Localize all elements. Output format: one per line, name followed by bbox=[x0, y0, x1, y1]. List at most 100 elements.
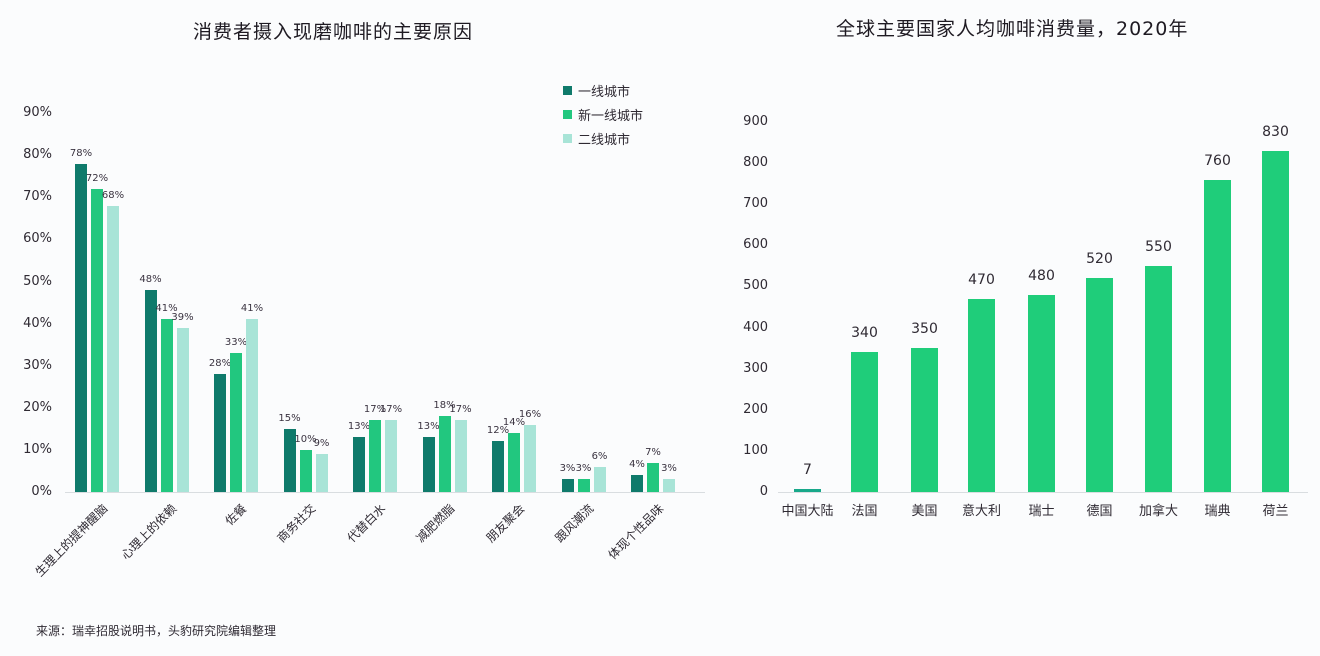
y-tick-label: 500 bbox=[743, 278, 768, 294]
bar bbox=[1204, 179, 1231, 492]
value-label: 28% bbox=[208, 358, 232, 370]
legend-label-tier2: 二线城市 bbox=[578, 132, 631, 148]
x-tick-label: 意大利 bbox=[961, 504, 1002, 519]
legend-swatch-tier2 bbox=[563, 133, 572, 143]
x-tick-label: 佐餐 bbox=[222, 501, 250, 529]
value-label: 3% bbox=[559, 463, 576, 475]
x-tick-label: 瑞士 bbox=[1028, 504, 1055, 519]
value-label: 480 bbox=[1028, 267, 1055, 284]
value-label: 760 bbox=[1204, 152, 1231, 169]
y-tick-label: 200 bbox=[743, 401, 768, 417]
y-tick-label: 900 bbox=[743, 114, 768, 129]
y-tick-label: 30% bbox=[23, 357, 52, 373]
bar bbox=[911, 348, 938, 492]
bar bbox=[369, 420, 381, 492]
y-tick-label: 90% bbox=[23, 105, 52, 121]
value-label: 340 bbox=[851, 325, 878, 342]
bar bbox=[647, 462, 659, 492]
bar bbox=[283, 428, 296, 492]
x-tick-label: 加拿大 bbox=[1138, 504, 1179, 519]
y-tick-label: 700 bbox=[743, 196, 768, 212]
x-tick-label: 朋友聚会 bbox=[483, 501, 528, 546]
bar bbox=[214, 374, 226, 492]
value-label: 15% bbox=[278, 412, 301, 424]
legend-label-new-tier1: 新一线城市 bbox=[578, 108, 644, 124]
bar bbox=[1262, 150, 1289, 492]
legend-item-tier1: 一线城市 bbox=[563, 78, 643, 102]
x-tick-label: 心理上的依赖 bbox=[118, 501, 180, 563]
left-x-axis-line bbox=[65, 492, 705, 493]
right-x-axis-line bbox=[778, 492, 1308, 493]
bar bbox=[385, 420, 397, 492]
x-tick-label: 德国 bbox=[1086, 504, 1113, 519]
bar bbox=[315, 454, 328, 492]
x-tick-label: 美国 bbox=[911, 504, 938, 519]
value-label: 72% bbox=[85, 172, 109, 184]
bar bbox=[663, 479, 675, 492]
value-label: 39% bbox=[171, 311, 194, 323]
y-tick-label: 80% bbox=[23, 147, 52, 163]
value-label: 470 bbox=[968, 271, 995, 288]
bar bbox=[492, 441, 504, 492]
bar bbox=[968, 298, 995, 492]
left-legend: 一线城市 新一线城市 二线城市 bbox=[563, 78, 643, 150]
bar bbox=[631, 475, 643, 492]
y-tick-label: 600 bbox=[743, 237, 768, 253]
bar bbox=[160, 319, 173, 492]
value-label: 830 bbox=[1262, 123, 1289, 140]
bar bbox=[230, 353, 242, 492]
value-label: 520 bbox=[1086, 251, 1113, 268]
bar bbox=[75, 163, 87, 492]
value-label: 41% bbox=[155, 303, 178, 315]
value-label: 7% bbox=[645, 446, 661, 458]
value-label: 48% bbox=[139, 273, 162, 285]
bar bbox=[561, 479, 574, 492]
x-tick-label: 减肥燃脂 bbox=[413, 501, 458, 546]
value-label: 12% bbox=[486, 425, 510, 437]
legend-label-tier1: 一线城市 bbox=[578, 84, 631, 100]
bar bbox=[91, 188, 103, 492]
y-tick-label: 100 bbox=[743, 442, 768, 458]
y-tick-label: 40% bbox=[23, 315, 52, 331]
value-label: 550 bbox=[1145, 238, 1172, 255]
value-label: 3% bbox=[575, 463, 592, 475]
value-label: 7 bbox=[803, 462, 812, 479]
y-tick-label: 300 bbox=[743, 360, 768, 376]
value-label: 17% bbox=[449, 404, 472, 416]
bar bbox=[851, 352, 878, 492]
bar bbox=[299, 449, 312, 492]
bar bbox=[176, 327, 189, 492]
bar bbox=[1028, 294, 1055, 492]
y-tick-label: 50% bbox=[23, 273, 52, 289]
value-label: 16% bbox=[518, 408, 542, 420]
bar bbox=[593, 466, 606, 492]
x-tick-label: 中国大陆 bbox=[781, 504, 834, 519]
bar bbox=[107, 205, 119, 492]
value-label: 13% bbox=[417, 421, 440, 433]
right-chart-title: 全球主要国家人均咖啡消费量，2020年 bbox=[836, 18, 1189, 40]
y-tick-label: 800 bbox=[743, 155, 768, 171]
bar bbox=[794, 489, 821, 492]
bar bbox=[454, 420, 467, 492]
value-label: 33% bbox=[224, 337, 248, 349]
value-label: 6% bbox=[591, 450, 608, 462]
y-tick-label: 20% bbox=[23, 399, 52, 415]
value-label: 78% bbox=[69, 147, 93, 159]
bar bbox=[422, 437, 435, 492]
x-tick-label: 跟风潮流 bbox=[552, 501, 597, 546]
legend-swatch-new-tier1 bbox=[563, 109, 572, 119]
bar bbox=[438, 416, 451, 492]
value-label: 13% bbox=[347, 421, 371, 433]
bar bbox=[246, 319, 258, 492]
y-tick-label: 60% bbox=[23, 231, 52, 247]
legend-item-new-tier1: 新一线城市 bbox=[563, 102, 643, 126]
x-tick-label: 法国 bbox=[851, 504, 878, 519]
bar bbox=[1086, 278, 1113, 492]
bar bbox=[524, 424, 536, 492]
x-tick-label: 商务社交 bbox=[274, 501, 319, 546]
y-tick-label: 400 bbox=[743, 319, 768, 335]
value-label: 17% bbox=[379, 404, 403, 416]
value-label: 350 bbox=[911, 321, 938, 338]
source-note: 来源：瑞幸招股说明书，头豹研究院编辑整理 bbox=[36, 624, 277, 638]
value-label: 14% bbox=[502, 417, 526, 429]
